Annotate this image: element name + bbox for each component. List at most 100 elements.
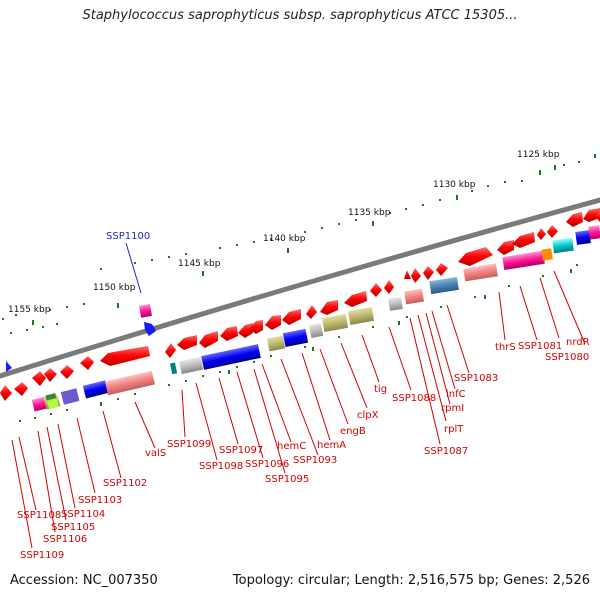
gene-label: SSP1105 <box>51 522 95 533</box>
gene-label: SSP1096 <box>245 459 289 470</box>
gene-label: SSP1109 <box>20 550 64 561</box>
category-block <box>267 335 286 352</box>
gene-label: SSP1093 <box>293 455 337 466</box>
gene-track-category <box>31 225 600 412</box>
category-block <box>388 296 403 311</box>
scale-labels: 1125 kbp 1130 kbp 1135 kbp 1140 kbp 1145… <box>8 150 560 315</box>
major-tick <box>539 170 541 175</box>
gene-label: rplT <box>444 424 464 435</box>
major-tick <box>287 248 289 253</box>
category-block <box>347 307 375 325</box>
gene-arrow <box>537 228 546 240</box>
gene-ssp1100-outer <box>139 304 152 318</box>
gene-label: SSP1098 <box>199 461 243 472</box>
category-block <box>170 362 178 375</box>
category-block <box>541 248 553 261</box>
scale-label: 1125 kbp <box>517 150 560 160</box>
gene-arrow <box>595 212 600 222</box>
gene-label: SSP1081 <box>518 341 562 352</box>
gene-label: SSP1087 <box>424 446 468 457</box>
gene-label: clpX <box>357 410 379 421</box>
leader-lines <box>11 270 586 549</box>
inner-scale-ticks <box>19 264 578 422</box>
gene-labels: thrS SSP1081 nrdR SSP1080 SSP1083 infC r… <box>17 337 590 561</box>
gene-arrow <box>566 212 583 227</box>
scale-label: 1145 kbp <box>178 259 221 269</box>
category-block <box>31 396 49 412</box>
scale-label: 1140 kbp <box>263 234 306 244</box>
gene-arrow <box>411 268 421 283</box>
gene-arrow <box>100 346 150 366</box>
major-tick <box>554 165 556 170</box>
gene-label: SSP1104 <box>61 509 105 520</box>
category-block <box>463 263 498 282</box>
gene-arrow <box>265 315 281 330</box>
gene-arrow <box>512 232 535 248</box>
gene-label: SSP1102 <box>103 478 147 489</box>
category-block <box>82 380 109 399</box>
scale-label: 1155 kbp <box>8 305 51 315</box>
gene-label: engB <box>340 426 366 437</box>
category-block <box>201 344 261 370</box>
gene-arrow <box>370 283 382 297</box>
accession-label: Accession: NC_007350 <box>10 573 158 588</box>
genome-backbone <box>0 197 600 379</box>
category-block <box>47 398 59 410</box>
major-tick <box>202 271 204 276</box>
gene-arrow <box>306 305 317 319</box>
category-block <box>60 388 80 405</box>
category-block <box>45 393 57 401</box>
gene-ssp1100-inner <box>144 322 156 336</box>
gene-label: hemA <box>317 440 346 451</box>
gene-arrow <box>14 382 28 396</box>
category-block <box>282 328 309 347</box>
scale-label: 1150 kbp <box>93 283 136 293</box>
category-block <box>502 250 545 271</box>
category-block <box>429 276 459 295</box>
genome-title: Staphylococcus saprophyticus subsp. sapr… <box>82 8 518 23</box>
gene-label-ssp1100[interactable]: SSP1100 <box>106 231 150 242</box>
category-block <box>404 288 424 305</box>
gene-blue-edge <box>6 361 12 372</box>
gene-label: infC <box>446 389 466 400</box>
gene-arrow <box>32 371 46 386</box>
gene-arrow <box>497 240 514 255</box>
category-block <box>321 314 349 332</box>
gene-label: SSP1088 <box>392 393 436 404</box>
gene-label: SSP1106 <box>43 534 87 545</box>
gene-label: hemC <box>277 441 306 452</box>
category-block <box>588 225 600 240</box>
major-tick <box>32 320 34 325</box>
gene-label: SSP1095 <box>265 474 309 485</box>
gene-arrow <box>282 309 301 325</box>
gene-label: SSP1099 <box>167 439 211 450</box>
gene-arrow <box>0 385 12 401</box>
gene-arrow <box>436 263 448 276</box>
gene-arrow <box>423 266 434 280</box>
scale-label: 1130 kbp <box>433 180 476 190</box>
gene-arrow <box>44 368 57 382</box>
gene-arrow <box>177 335 197 350</box>
gene-label: rpmI <box>441 403 464 414</box>
category-block <box>308 322 324 339</box>
category-block <box>178 356 204 375</box>
gene-label: SSP1103 <box>78 495 122 506</box>
gene-label: SSP1080 <box>545 352 589 363</box>
ssp1100-leader <box>125 242 142 294</box>
gene-arrow <box>384 280 394 294</box>
category-block <box>105 370 155 396</box>
gene-arrow <box>249 320 263 334</box>
scale-ticks <box>2 154 596 334</box>
major-tick <box>372 221 374 226</box>
gene-track-forward <box>0 208 600 401</box>
category-block <box>552 237 574 254</box>
scale-label: 1135 kbp <box>348 208 391 218</box>
category-block <box>575 230 591 245</box>
gene-label: SSP1108 <box>17 510 61 521</box>
gene-arrow <box>458 247 493 266</box>
gene-label: SSP1097 <box>219 445 263 456</box>
gene-label: SSP1083 <box>454 373 498 384</box>
gene-arrow <box>60 365 74 379</box>
